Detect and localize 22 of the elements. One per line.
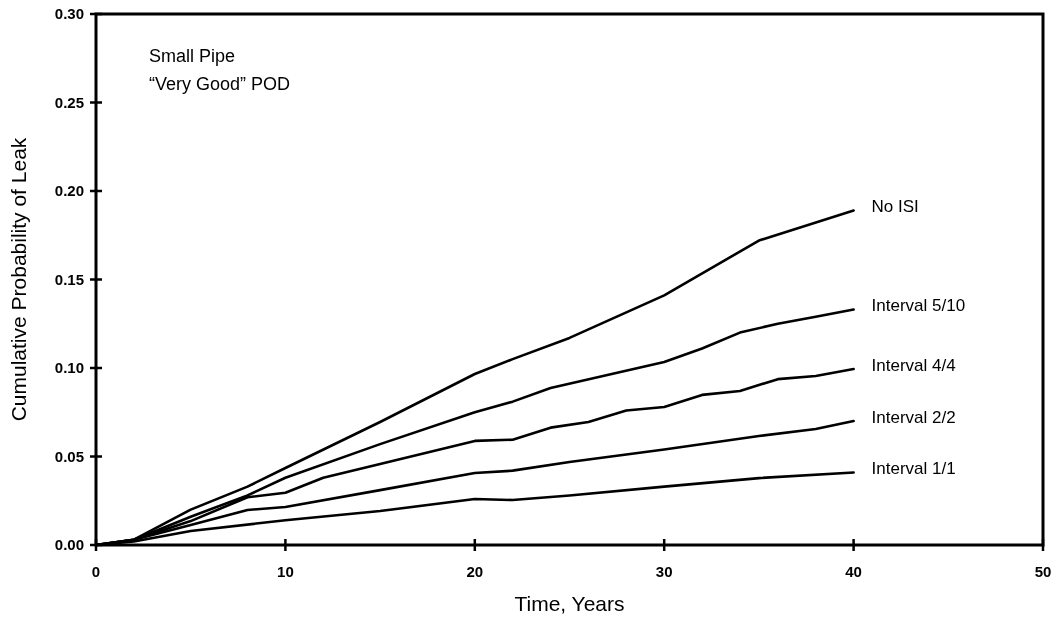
series-label: Interval 1/1 (871, 459, 956, 479)
y-tick-label: 0.00 (54, 536, 84, 554)
x-tick-label: 40 (845, 563, 862, 580)
y-tick-label: 0.15 (54, 270, 84, 288)
x-tick-label: 30 (655, 563, 673, 580)
series-label: Interval 5/10 (871, 296, 966, 316)
x-axis-title: Time, Years (514, 592, 625, 615)
y-axis-title: Cumulative Probability of Leak (7, 137, 30, 422)
y-tick-label: 0.20 (54, 182, 84, 200)
x-tick-label: 50 (1034, 563, 1052, 580)
x-tick-label: 10 (277, 563, 294, 580)
y-tick-label: 0.10 (54, 359, 84, 377)
series-label: Interval 4/4 (871, 355, 956, 375)
series-label: Interval 2/2 (871, 407, 956, 427)
y-tick-label: 0.30 (54, 5, 84, 23)
y-tick-label: 0.25 (54, 93, 84, 111)
x-tick-label: 0 (91, 563, 101, 580)
annotation: Small Pipe (149, 46, 236, 66)
x-tick-label: 20 (466, 563, 484, 580)
series-label: No ISI (871, 197, 919, 217)
y-tick-label: 0.05 (54, 447, 84, 465)
annotation: “Very Good” POD (149, 74, 291, 94)
